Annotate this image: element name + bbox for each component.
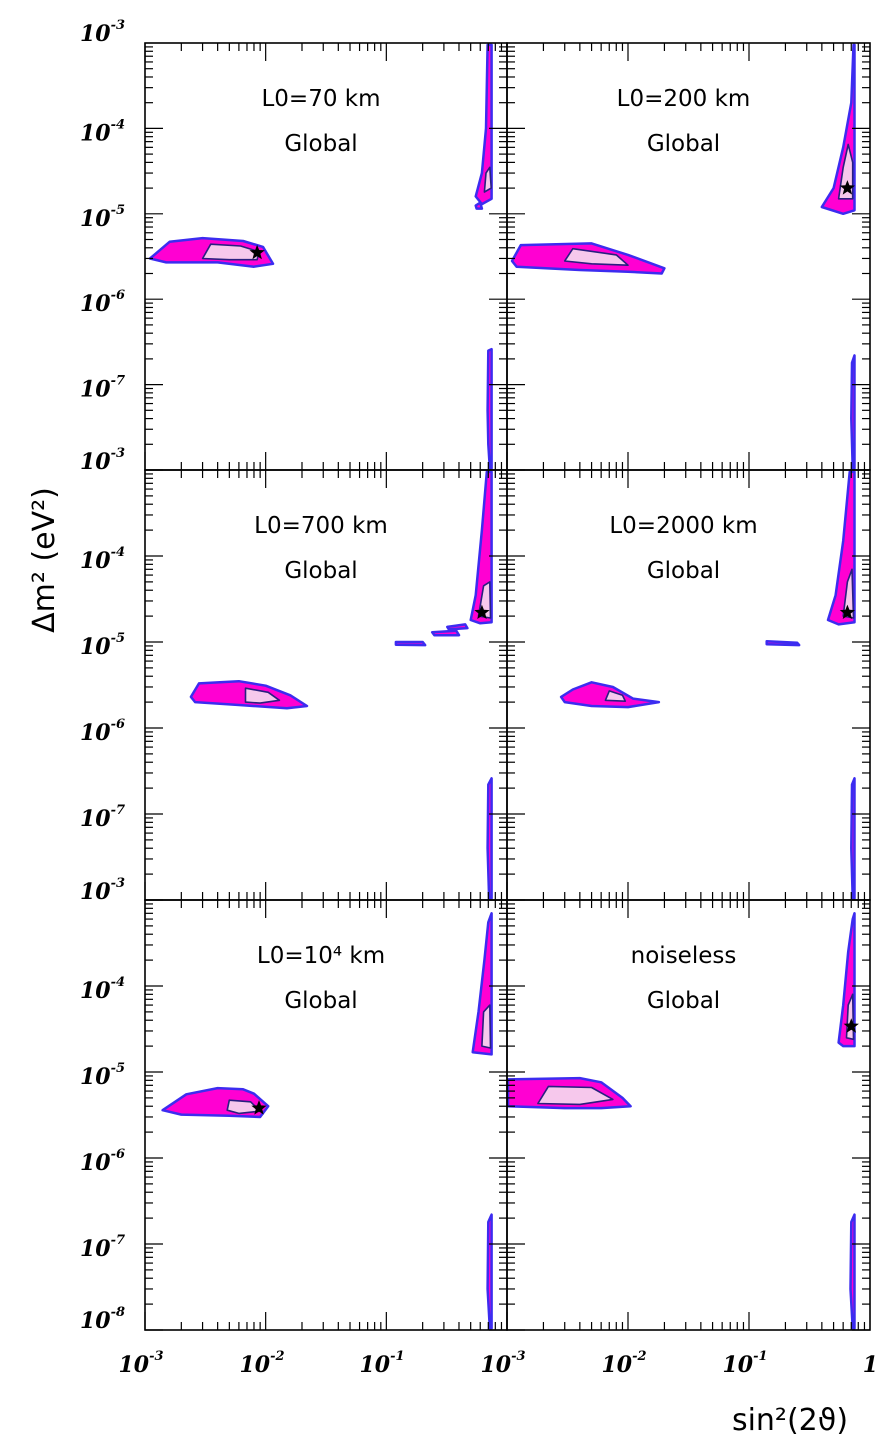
contour-inner	[244, 687, 281, 704]
panel-title: L0=70 km	[261, 86, 380, 112]
x-tick-label: 10-2	[239, 1349, 284, 1378]
x-tick-label: 10-3	[118, 1349, 163, 1378]
panel-title: L0=700 km	[254, 513, 388, 539]
panel-subtitle: Global	[284, 558, 357, 584]
panel-title: L0=200 km	[617, 86, 751, 112]
contour-inner	[563, 247, 629, 267]
contour-outer	[474, 43, 493, 206]
panels-layer: L0=70 km Global L0=200 km Global L0=700 km Gl…	[144, 43, 870, 1331]
contour-outer	[486, 1213, 493, 1330]
best-fit-star	[251, 1100, 267, 1115]
x-tick-label: 10-1	[722, 1349, 767, 1378]
regions-group	[559, 470, 856, 900]
x-tick-label: 1	[863, 1352, 878, 1378]
panel-title: noiseless	[631, 943, 737, 969]
regions-group	[510, 43, 856, 470]
ticks-group	[144, 900, 507, 1331]
y-tick-label: 10-5	[80, 203, 125, 232]
y-tick-label: 10-4	[80, 117, 125, 146]
y-tick-label: 10-7	[80, 374, 125, 403]
panel-bottom-left: L0=10⁴ km Global	[144, 900, 507, 1331]
x-tick-label: 10-1	[359, 1349, 404, 1378]
y-axis-title: Δm² (eV²)	[27, 487, 62, 633]
x-tick-label: 10-3	[480, 1349, 525, 1378]
contour-outer	[850, 354, 856, 470]
y-tick-label: 10-6	[80, 288, 125, 317]
regions-group	[161, 912, 493, 1330]
panel-title: L0=10⁴ km	[257, 943, 385, 969]
panel-title: L0=2000 km	[609, 513, 757, 539]
panel-subtitle: Global	[647, 988, 720, 1014]
x-axis-title: sin²(2ϑ)	[732, 1403, 848, 1438]
panel-subtitle: Global	[284, 988, 357, 1014]
y-tick-label: 10-3	[80, 18, 125, 47]
panel-middle-left: L0=700 km Global	[144, 470, 507, 901]
ticks-group	[506, 470, 870, 901]
y-tick-label: 10-4	[80, 545, 125, 574]
contour-outer	[765, 640, 801, 647]
panel-subtitle: Global	[647, 131, 720, 157]
contour-outer	[849, 1213, 856, 1330]
best-fit-star	[839, 604, 855, 619]
contour-outer	[474, 201, 484, 210]
best-fit-star	[474, 604, 490, 619]
panel-top-right: L0=200 km Global	[506, 43, 870, 471]
y-tick-label: 10-6	[80, 717, 125, 746]
y-tick-label: 10-8	[80, 1305, 125, 1334]
contour-inner	[537, 1085, 614, 1106]
contour-inner	[604, 690, 627, 703]
frames-layer	[144, 42, 871, 1331]
best-fit-star	[843, 1018, 859, 1033]
y-tick-label: 10-3	[80, 876, 125, 905]
regions-group	[507, 912, 859, 1330]
x-tick-label: 10-2	[601, 1349, 646, 1378]
contour-outer	[486, 347, 493, 470]
ticks-group	[506, 900, 870, 1331]
panel-subtitle: Global	[284, 131, 357, 157]
y-tick-label: 10-5	[80, 631, 125, 660]
panel-subtitle: Global	[647, 558, 720, 584]
y-tick-label: 10-7	[80, 1233, 125, 1262]
y-tick-label: 10-6	[80, 1147, 125, 1176]
regions-group	[189, 470, 493, 900]
best-fit-star	[839, 180, 855, 195]
contour-inner	[483, 166, 493, 193]
contour-outer	[446, 623, 469, 631]
tick-labels-layer: 10-3 10-4 10-5 10-6 10-7 10-4 10-5 10-6 10-7 10-4…	[80, 18, 878, 1378]
contour-outer	[486, 777, 493, 900]
contour-outer	[850, 777, 856, 900]
contour-outer	[430, 629, 461, 637]
y-tick-label: 10-3	[80, 446, 125, 475]
panel-frame	[506, 899, 871, 1331]
contour-inner	[481, 1004, 492, 1049]
regions-group	[148, 43, 493, 470]
contour-outer	[394, 640, 427, 647]
best-fit-star	[249, 244, 265, 260]
panel-top-left: L0=70 km Global	[144, 43, 507, 471]
panel-bottom-right: noiseless Global	[506, 900, 870, 1331]
y-tick-label: 10-4	[80, 975, 125, 1004]
y-tick-label: 10-7	[80, 803, 125, 832]
panel-middle-right: L0=2000 km Global	[506, 470, 870, 901]
y-tick-label: 10-5	[80, 1061, 125, 1090]
